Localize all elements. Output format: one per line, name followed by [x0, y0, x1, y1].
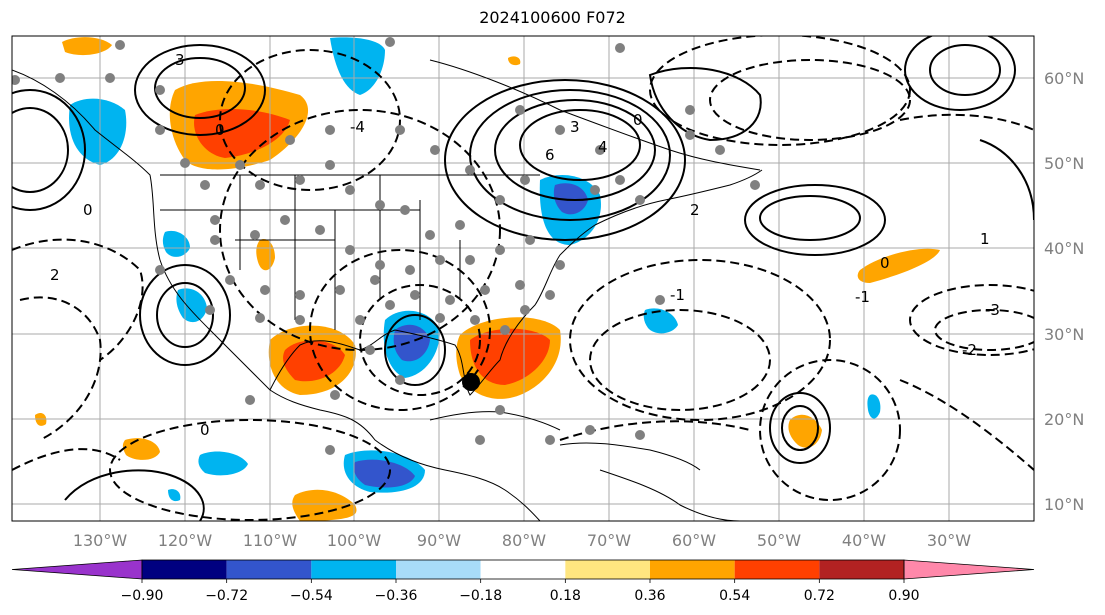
colorbar-segment	[142, 560, 227, 579]
contour-label: 1	[980, 230, 990, 248]
colorbar-label: −0.18	[459, 588, 502, 604]
contour-label: 0	[880, 254, 890, 272]
colorbar-label: −0.36	[375, 588, 418, 604]
contour-label: 6	[545, 146, 555, 164]
colorbar-label: 0.18	[550, 588, 581, 604]
colorbar-label: −0.90	[121, 588, 164, 604]
map-title: 2024100600 F072	[479, 8, 626, 27]
latitude-labels: 60°N 50°N 40°N 30°N 20°N 10°N	[1044, 69, 1084, 514]
colorbar-label: 0.72	[804, 588, 835, 604]
contour-label: 0	[83, 201, 93, 219]
colorbar-label: 0.90	[888, 588, 919, 604]
contour-label: 0	[633, 111, 643, 129]
lon-tick-label: 60°W	[672, 531, 716, 550]
positive-contours	[12, 36, 1034, 521]
lat-tick-label: 50°N	[1044, 154, 1084, 173]
contour-label: -2	[962, 341, 977, 359]
lon-tick-label: 80°W	[502, 531, 546, 550]
lon-tick-label: 110°W	[243, 531, 298, 550]
lon-tick-label: 130°W	[73, 531, 128, 550]
lon-tick-label: 90°W	[417, 531, 461, 550]
colorbar-segment	[565, 560, 650, 579]
contour-label: -4	[350, 118, 365, 136]
lon-tick-label: 40°W	[842, 531, 886, 550]
colorbar-label: −0.72	[205, 588, 248, 604]
contour-label: 4	[598, 138, 608, 156]
contour-label: 2	[50, 266, 60, 284]
negative-contours	[12, 36, 1034, 521]
colorbar-segment	[311, 560, 396, 579]
colorbar-label: 0.54	[719, 588, 750, 604]
station-dots	[12, 37, 760, 455]
colorbar-segment	[819, 560, 904, 579]
colorbar-segment	[480, 560, 566, 579]
lon-tick-label: 30°W	[927, 531, 971, 550]
colorbar-segment	[650, 560, 735, 579]
colorbar: −0.90 −0.72 −0.54 −0.36 −0.18 0.18 0.36 0.54 0.7…	[11, 559, 1035, 604]
colorbar-extend-high	[903, 559, 1035, 580]
colorbar-segment	[734, 560, 820, 579]
contour-label: -1	[670, 286, 685, 304]
storm-center-marker	[462, 373, 480, 391]
colorbar-segment	[396, 560, 481, 579]
colorbar-extend-low	[11, 559, 143, 580]
colorbar-outline	[141, 559, 905, 580]
lat-tick-label: 60°N	[1044, 69, 1084, 88]
lon-tick-label: 50°W	[757, 531, 801, 550]
contour-label: 0	[200, 421, 210, 439]
lat-tick-label: 20°N	[1044, 410, 1084, 429]
lat-tick-label: 40°N	[1044, 239, 1084, 258]
contour-label: -1	[855, 288, 870, 306]
contour-label: 2	[690, 201, 700, 219]
lon-tick-label: 70°W	[587, 531, 631, 550]
contour-label: -3	[985, 301, 1000, 319]
lat-tick-label: 30°N	[1044, 325, 1084, 344]
contour-label: 0	[215, 121, 225, 139]
contour-label: 3	[175, 51, 185, 69]
lon-tick-label: 120°W	[158, 531, 213, 550]
colorbar-label: 0.36	[634, 588, 665, 604]
lon-tick-label: 100°W	[327, 531, 382, 550]
contour-labels: 3 0 6 4 2 1 -1 -2 -3 -4 3 0 0 2 0 0 -1	[50, 51, 1000, 439]
longitude-labels: 130°W 120°W 110°W 100°W 90°W 80°W 70°W 6…	[73, 531, 971, 550]
colorbar-label: −0.54	[290, 588, 333, 604]
colorbar-segment	[226, 560, 312, 579]
contour-label: 3	[570, 118, 580, 136]
map-frame	[11, 35, 1035, 522]
lat-tick-label: 10°N	[1044, 495, 1084, 514]
